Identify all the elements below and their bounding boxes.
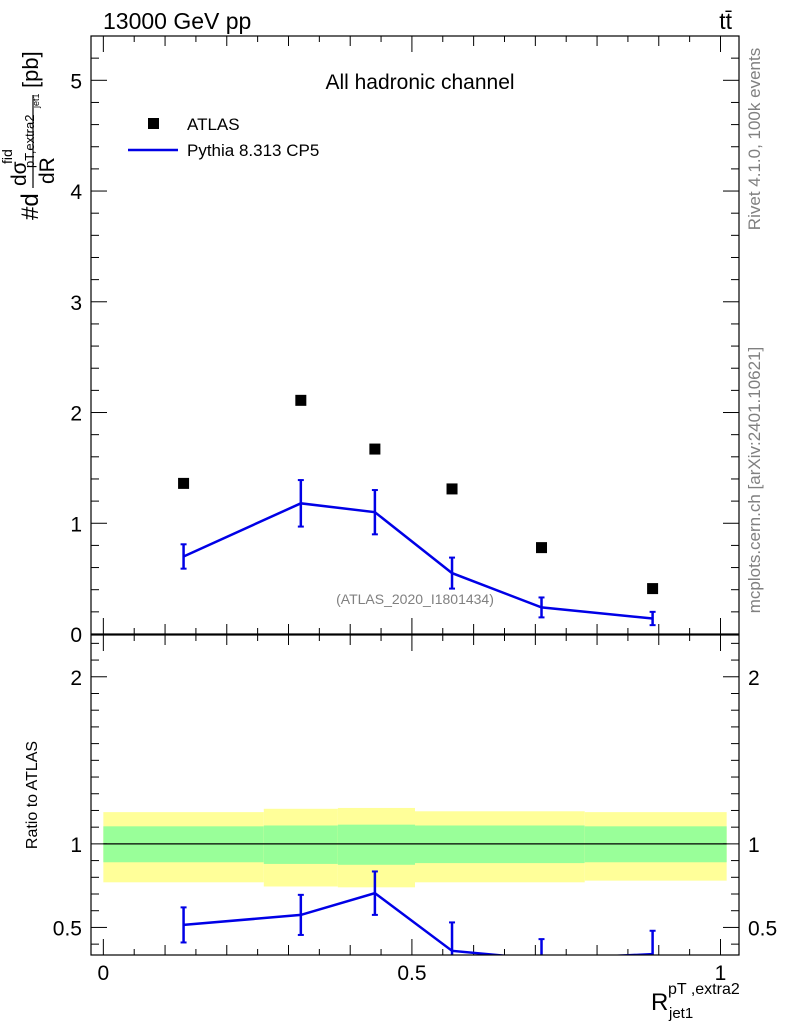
x-tick-label: 0 <box>97 962 109 985</box>
legend: ATLAS Pythia 8.313 CP5 <box>128 115 319 160</box>
pythia-line <box>183 502 653 620</box>
atlas-data-point <box>178 477 190 489</box>
ratio-y-tick-label: 1 <box>70 834 82 857</box>
ratio-y-tick-label-right: 2 <box>748 667 760 690</box>
main-y-tick-label: 3 <box>70 292 82 315</box>
main-y-tick-label: 4 <box>70 181 82 204</box>
ratio-panel: 0.5 0.51 12 2 0 0.5 1 Ratio to ATLAS R pT ,ex… <box>24 634 777 1022</box>
ratio-y-axis-title: Ratio to ATLAS <box>24 741 41 849</box>
main-y-axis-title: #d dσ fid pT,extra2 jet1 dR [pb] <box>0 51 59 220</box>
collision-energy-label: 13000 GeV pp <box>103 8 251 34</box>
atlas-data-point <box>295 394 307 406</box>
ratio-x-ticks: 0 0.5 1 <box>97 635 726 985</box>
y-title-superscript: fid <box>0 149 15 164</box>
ratio-band-inner <box>263 825 338 864</box>
ratio-band-inner <box>337 824 415 865</box>
analysis-tag: (ATLAS_2020_I1801434) <box>336 591 494 607</box>
ratio-frame <box>90 634 740 956</box>
ratio-y-tick-label: 2 <box>70 667 82 690</box>
atlas-data-point <box>536 542 548 554</box>
legend-pythia-label: Pythia 8.313 CP5 <box>187 141 319 160</box>
main-y-tick-label: 2 <box>70 403 82 426</box>
atlas-data-point <box>446 483 458 495</box>
ratio-y-tick-label-right: 1 <box>748 834 760 857</box>
x-title-main: R <box>651 989 668 1016</box>
main-panel: 0 1 2 3 4 5 All hadronic channel ATLAS Pythia… <box>0 35 740 647</box>
main-y-tick-label: 5 <box>70 70 82 93</box>
mcplots-reference-label: mcplots.cern.ch [arXiv:2401.10621] <box>745 347 764 613</box>
x-tick-label: 0.5 <box>397 962 426 985</box>
ratio-y-ticks: 0.5 0.5 1 1 2 2 <box>53 642 777 945</box>
main-frame <box>90 35 740 635</box>
legend-atlas-label: ATLAS <box>187 115 240 134</box>
main-data-marks <box>178 394 659 627</box>
main-title: All hadronic channel <box>325 71 514 94</box>
x-axis-title: R pT ,extra2 jet1 <box>651 981 740 1022</box>
rivet-version-label: Rivet 4.1.0, 100k events <box>745 48 764 230</box>
y-title-unit: [pb] <box>18 51 43 88</box>
y-title-subsubscript: jet1 <box>31 93 41 109</box>
process-label: tt̄ <box>719 8 732 34</box>
ratio-y-tick-label: 0.5 <box>53 917 82 940</box>
main-x-ticks <box>102 36 721 634</box>
atlas-data-point <box>369 443 381 455</box>
main-y-tick-label: 0 <box>70 624 82 647</box>
y-title-prefix: #d <box>17 193 44 220</box>
x-title-subscript: jet1 <box>668 1005 693 1022</box>
ratio-data-marks <box>180 870 656 955</box>
main-y-tick-label: 1 <box>70 513 82 536</box>
ratio-y-tick-label-right: 0.5 <box>748 917 777 940</box>
y-title-numerator: dσ <box>8 161 31 186</box>
x-tick-label: 1 <box>715 962 727 985</box>
ratio-pythia-line <box>183 891 653 955</box>
y-title-subscript: pT,extra2 <box>22 115 37 168</box>
atlas-data-point <box>647 583 659 595</box>
legend-atlas-marker <box>148 118 159 129</box>
x-title-superscript: pT ,extra2 <box>668 981 740 998</box>
main-y-ticks: 0 1 2 3 4 5 <box>70 35 739 647</box>
y-title-denominator: dR <box>36 157 59 184</box>
ratio-uncertainty-bands <box>103 807 727 888</box>
